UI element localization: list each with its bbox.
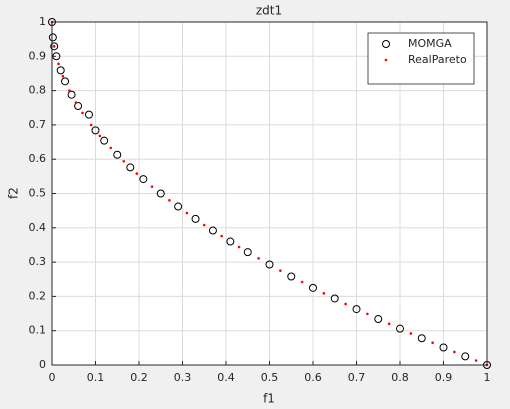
point [366,312,369,316]
point [98,134,102,138]
point [300,280,304,284]
y-tick-label: 0.8 [29,84,47,97]
point [309,283,317,292]
point [61,77,70,86]
point [91,126,100,135]
point [387,322,391,326]
point [243,248,252,257]
point [100,136,109,145]
point [191,214,200,223]
point [202,223,206,227]
point [237,245,241,249]
point [439,343,448,352]
point [113,150,122,159]
point [61,74,65,78]
point [56,66,65,75]
point [344,302,347,306]
point [185,211,189,215]
x-tick-label: 0.8 [391,371,409,384]
y-tick-label: 0.9 [29,49,47,62]
point [226,237,235,246]
y-tick-label: 0.2 [29,289,47,302]
point [135,172,139,175]
x-tick-label: 0.7 [348,371,366,384]
x-tick-label: 0 [49,371,56,384]
y-axis-label: f2 [7,187,21,199]
x-tick-label: 0.3 [174,371,192,384]
point [150,185,154,188]
point [322,292,326,295]
chart-title: zdt1 [256,4,282,18]
point [81,111,84,115]
point [67,90,76,99]
x-axis-label: f1 [263,392,275,406]
x-tick-label: 0.1 [87,371,105,384]
point [287,272,296,281]
point [74,101,78,104]
legend-label: MOMGA [408,37,452,50]
legend-marker [382,40,390,48]
point [409,332,413,335]
y-tick-label: 0.4 [29,221,47,234]
point [208,226,217,235]
y-tick-label: 0.3 [29,255,47,268]
point [174,202,183,211]
legend-marker [384,58,388,62]
point [68,89,71,92]
y-tick-label: 1 [39,15,46,28]
point [417,334,426,343]
point [89,123,93,127]
point [431,341,434,345]
point [74,102,83,111]
point [220,234,223,238]
y-tick-label: 0.6 [29,152,47,165]
point [122,159,126,163]
y-tick-label: 0.7 [29,118,47,131]
y-tick-label: 0 [39,358,46,371]
legend-label: RealPareto [408,53,467,66]
x-tick-label: 1 [484,371,491,384]
point [257,257,260,260]
point [474,359,478,362]
point [374,315,383,324]
point [139,175,148,184]
legend-box [367,32,475,85]
point [352,305,361,314]
y-tick-label: 0.1 [29,324,47,337]
point [57,62,60,66]
x-tick-label: 0.4 [217,371,235,384]
point [156,189,165,198]
point [48,33,57,42]
x-tick-label: 0.9 [435,371,453,384]
point [330,294,339,303]
point [168,199,171,202]
x-tick-label: 0.5 [261,371,279,384]
point [396,324,404,333]
point [453,350,456,354]
point [461,352,470,361]
x-tick-label: 0.2 [130,371,148,384]
point [265,260,274,269]
x-tick-label: 0.6 [304,371,322,384]
point [279,269,282,272]
point [126,163,135,172]
point [109,146,113,150]
point [50,42,59,51]
point [52,45,56,48]
point [84,110,93,119]
y-tick-label: 0.5 [29,187,47,200]
